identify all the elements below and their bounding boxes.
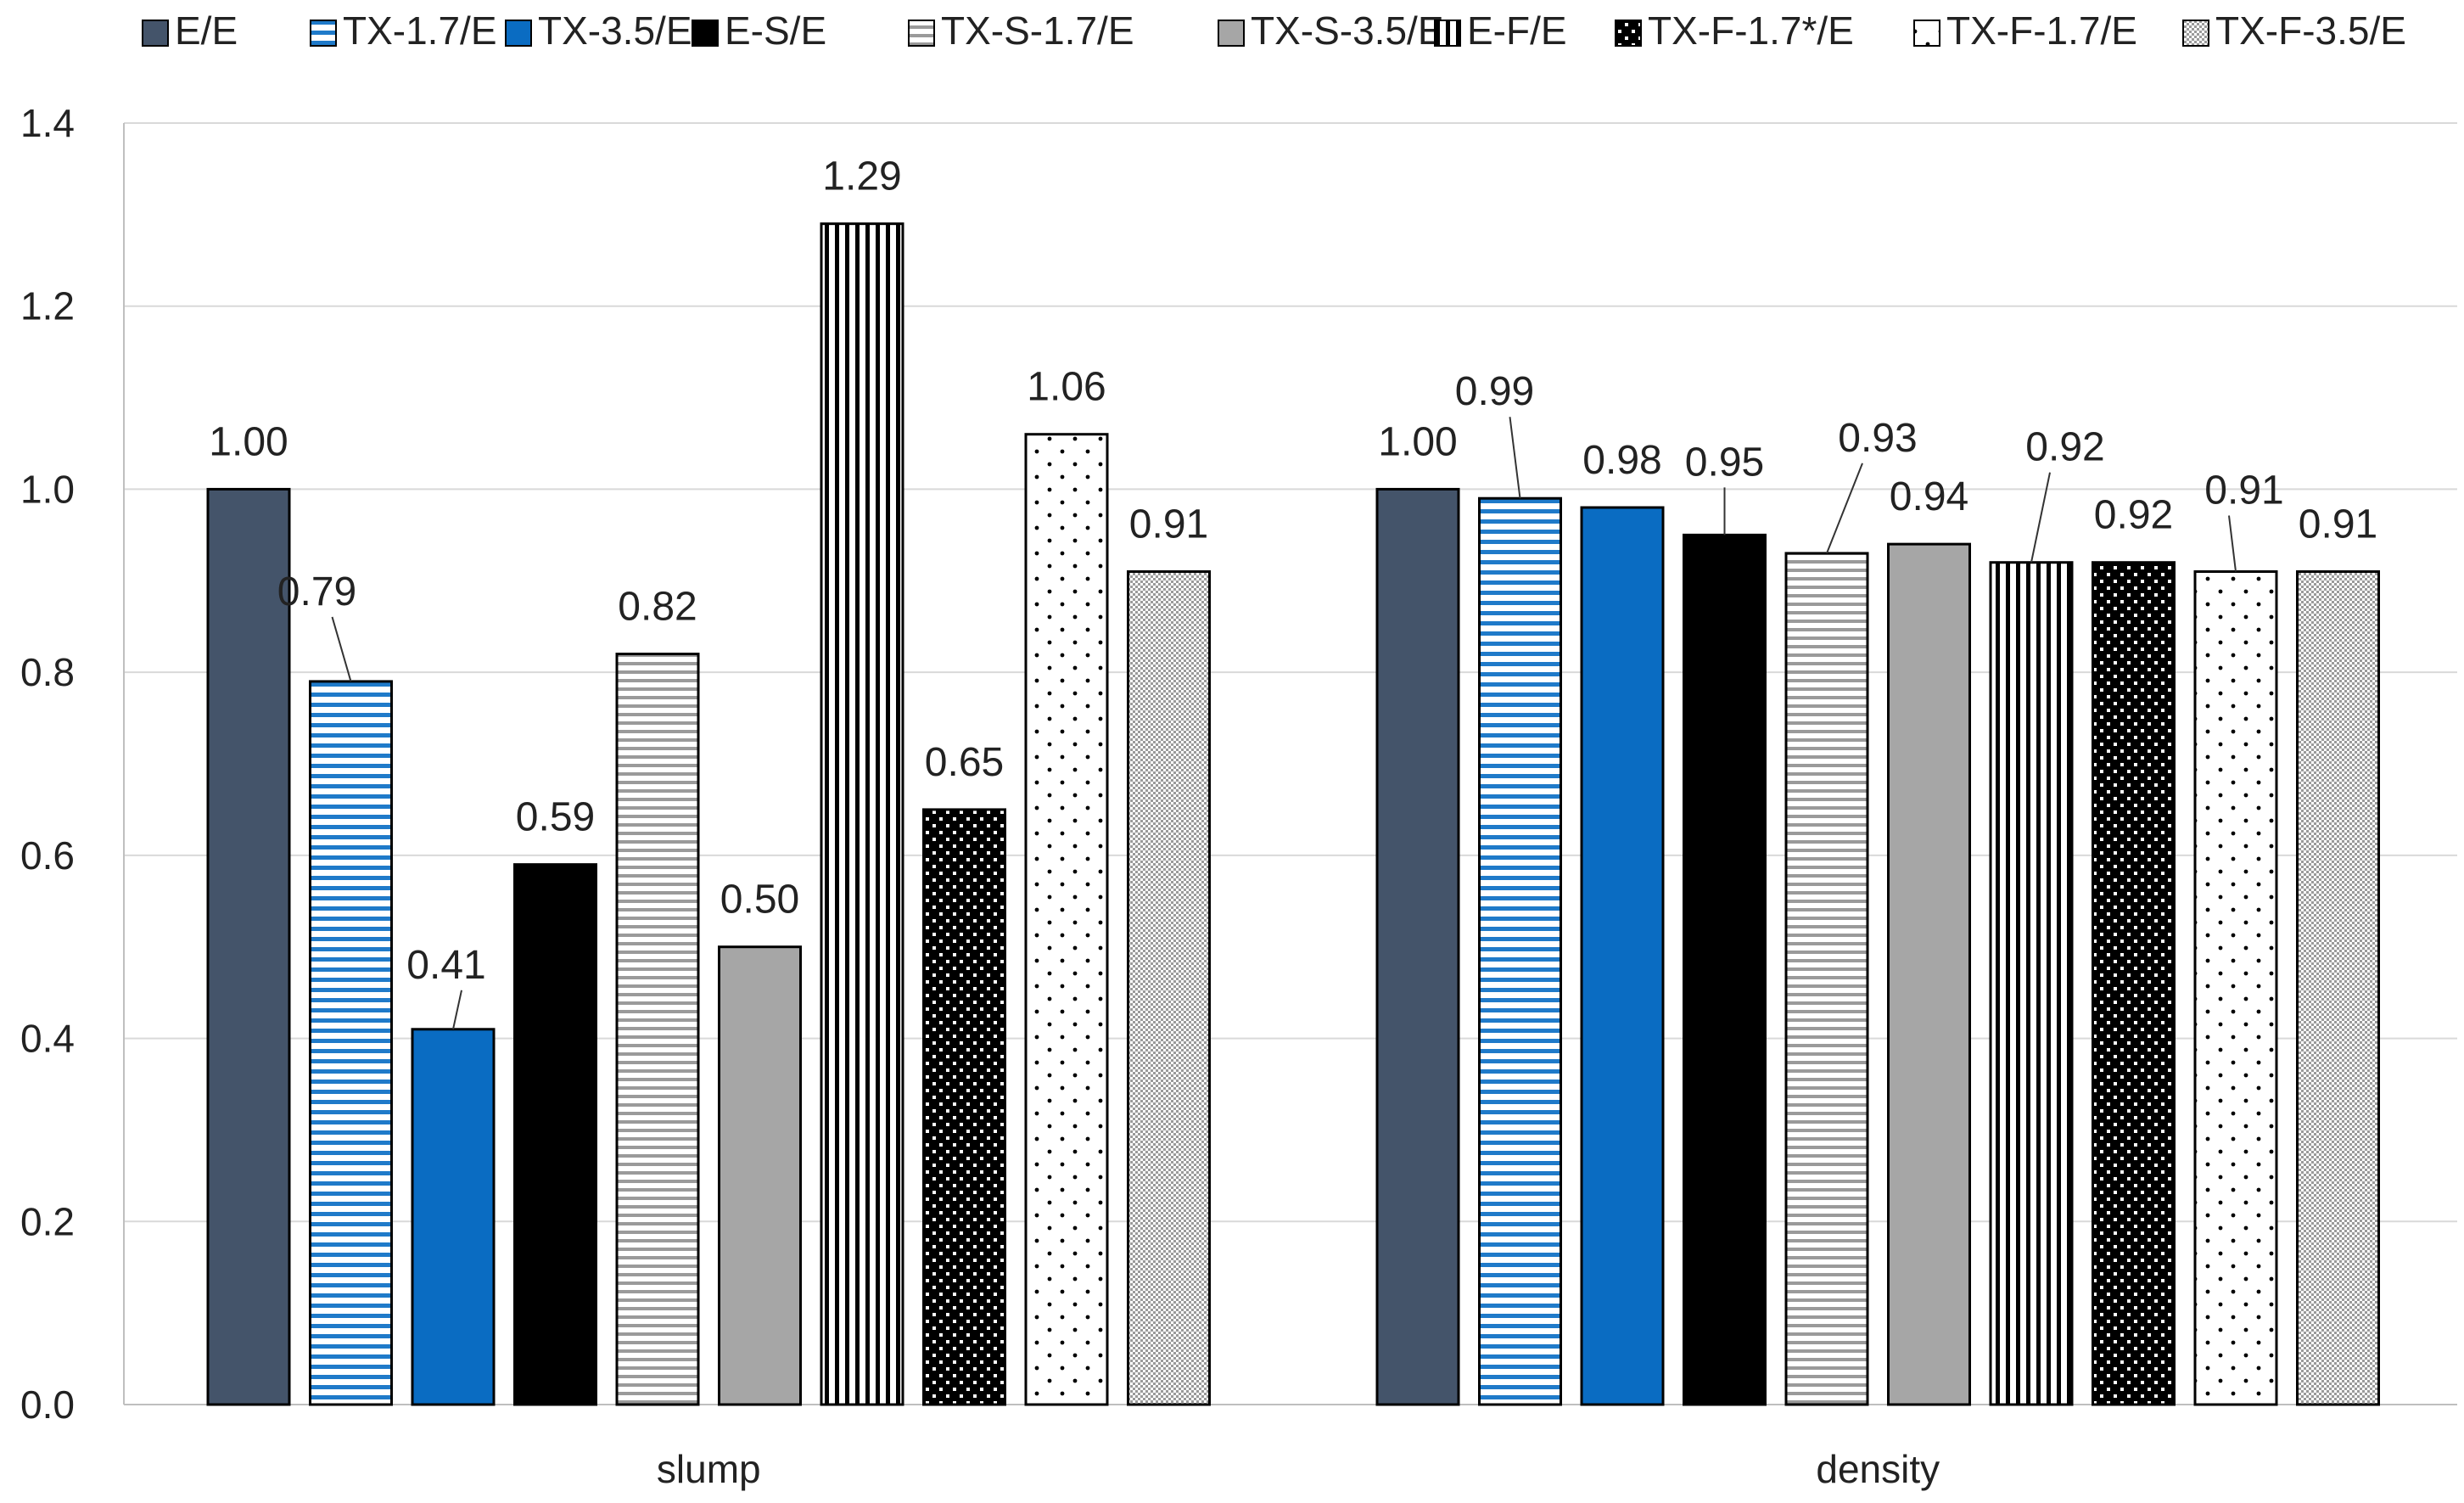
bar-slump-tx-s-3-5-e (718, 945, 802, 1406)
leader-line (2228, 515, 2237, 572)
bar-density-tx-3-5-e (1580, 506, 1665, 1406)
y-tick-label: 1.0 (20, 467, 75, 511)
data-label: 0.41 (406, 943, 485, 988)
legend-swatch-tx-1-7-e (310, 20, 337, 47)
bar-slump-tx-1-7-e (309, 680, 393, 1406)
bar-slump-e-f-e (820, 222, 904, 1406)
bar-density-tx-f-3-5-e (2296, 570, 2380, 1406)
legend-label: TX-S-1.7/E (941, 8, 1134, 53)
bar-slump-e-e (206, 487, 291, 1406)
leader-line (1509, 417, 1521, 499)
y-tick-label: 0.6 (20, 833, 75, 878)
legend-swatch-tx-s-1-7-e (908, 20, 935, 47)
legend-swatch-tx-s-3-5-e (1218, 20, 1245, 47)
bar-slump-tx-s-1-7-e (615, 653, 700, 1406)
data-label: 0.99 (1455, 369, 1534, 414)
data-label: 0.82 (618, 585, 697, 630)
legend-swatch-e-f-e (1434, 20, 1461, 47)
legend-swatch-tx-f-3-5-e (2182, 20, 2209, 47)
y-tick-label: 0.8 (20, 650, 75, 694)
data-label: 0.95 (1685, 440, 1764, 485)
leader-line (452, 990, 462, 1029)
bar-density-e-e (1375, 487, 1460, 1406)
gridlines (124, 122, 2457, 1223)
data-label: 0.50 (720, 878, 799, 923)
y-tick-label: 0.2 (20, 1199, 75, 1243)
legend-label: E-S/E (725, 8, 826, 53)
bar-slump-tx-f-1-7-e (1024, 433, 1109, 1406)
bar-slump-tx-f-1-7-e (922, 808, 1006, 1406)
data-label: 0.79 (277, 569, 356, 614)
data-label: 0.93 (1838, 416, 1917, 461)
legend-label: TX-3.5/E (538, 8, 692, 53)
bar-density-tx-f-1-7-e (2092, 561, 2176, 1406)
x-tick-label: density (1816, 1447, 1940, 1491)
legend-label: TX-F-1.7*/E (1648, 8, 1854, 53)
legend: E/E TX-1.7/E TX-3.5/E E-S/E TX-S-1.7/E TX-S-3… (142, 8, 2406, 53)
legend-label: TX-F-1.7/E (1946, 8, 2137, 53)
y-tick-label: 1.4 (20, 101, 75, 145)
bar-density-tx-s-1-7-e (1784, 552, 1869, 1406)
y-axis: 0.0 0.2 0.4 0.6 0.8 1.0 1.2 1.4 (20, 101, 2457, 1427)
legend-label: TX-1.7/E (343, 8, 497, 53)
data-label: 0.92 (2025, 425, 2104, 470)
legend-label: TX-S-3.5/E (1251, 8, 1444, 53)
legend-swatch-e-e (142, 20, 169, 47)
y-tick-label: 0.4 (20, 1017, 75, 1061)
x-tick-label: slump (657, 1447, 761, 1491)
bar-slump-tx-3-5-e (411, 1028, 496, 1406)
legend-swatch-tx-3-5-e (505, 20, 532, 47)
bar-density-e-f-e (1989, 561, 2074, 1406)
legend-swatch-e-s-e (692, 20, 719, 47)
data-label: 0.65 (925, 740, 1004, 785)
data-labels: 1.00 0.79 0.41 0.59 0.82 0.50 1.29 0.65 1.06 0.91… (209, 154, 2377, 1029)
legend-label: E/E (175, 8, 238, 53)
bar-density-tx-s-3-5-e (1887, 542, 1971, 1406)
data-label: 0.94 (1890, 474, 1968, 519)
leader-line (1826, 463, 1863, 554)
bars (206, 222, 2380, 1406)
data-label: 0.91 (1129, 502, 1208, 547)
data-label: 0.59 (516, 795, 595, 840)
bar-density-tx-1-7-e (1478, 496, 1562, 1406)
data-label: 0.91 (2299, 502, 2377, 547)
leader-line (2030, 472, 2051, 563)
data-label: 0.98 (1582, 438, 1661, 483)
data-label: 1.00 (1378, 419, 1457, 464)
bar-density-tx-f-1-7-e (2193, 570, 2278, 1406)
y-tick-label: 1.2 (20, 284, 75, 328)
legend-swatch-tx-f-1-7-e (1615, 20, 1642, 47)
legend-label: E-F/E (1467, 8, 1567, 53)
bar-slump-e-s-e (513, 863, 597, 1406)
data-label: 0.92 (2094, 493, 2173, 538)
data-label: 1.29 (822, 154, 901, 199)
leader-line (331, 616, 352, 682)
legend-swatch-tx-f-1-7-e (1913, 20, 1940, 47)
data-label: 1.00 (209, 419, 288, 464)
data-label: 1.06 (1027, 365, 1106, 410)
y-tick-label: 0.0 (20, 1382, 75, 1427)
x-axis: slump density (657, 1447, 1940, 1491)
bar-density-e-s-e (1683, 533, 1767, 1406)
legend-label: TX-F-3.5/E (2215, 8, 2406, 53)
bar-slump-tx-f-3-5-e (1127, 570, 1211, 1406)
data-label: 0.91 (2204, 468, 2283, 513)
